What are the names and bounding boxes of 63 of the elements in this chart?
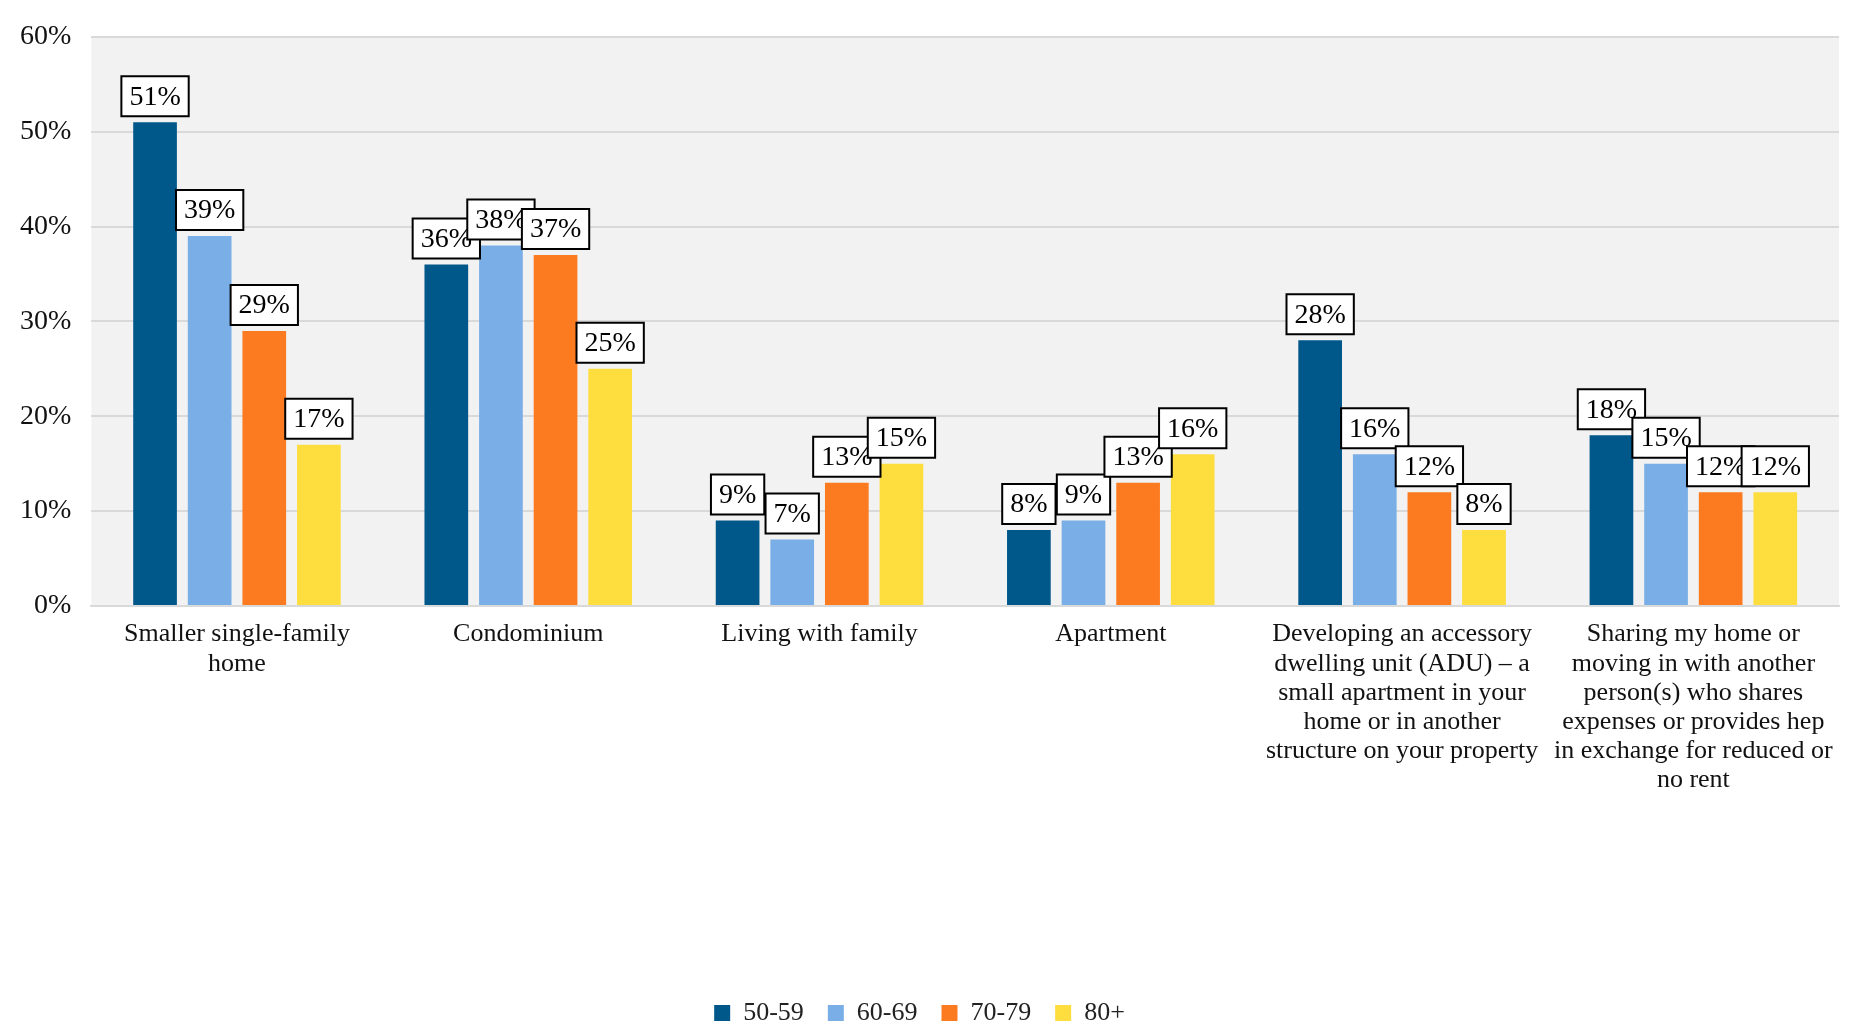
- data-label: 16%: [1349, 411, 1401, 443]
- data-label: 9%: [718, 477, 757, 509]
- x-tick-label: Smaller single-family home: [123, 618, 350, 677]
- bar: [297, 444, 341, 605]
- bar: [187, 236, 232, 605]
- y-tick-label: 50%: [20, 114, 72, 146]
- data-label: 15%: [875, 421, 928, 453]
- bar: [770, 539, 815, 605]
- data-label: 12%: [1403, 449, 1456, 481]
- x-tick-label: Developing an accessory dwelling unit (ADU) – a small apartment in your home or in another structure on your property: [1265, 618, 1539, 764]
- legend-label: 80+: [1084, 996, 1125, 1026]
- legend-label: 50-59: [743, 996, 804, 1026]
- bar: [133, 122, 177, 605]
- data-label: 9%: [1064, 477, 1103, 509]
- bar: [1407, 492, 1452, 605]
- data-label: 17%: [293, 402, 345, 434]
- data-label: 13%: [1112, 440, 1164, 472]
- y-tick-label: 40%: [20, 208, 72, 240]
- x-tick-label: Living with family: [721, 618, 918, 648]
- legend-label: 70-79: [970, 996, 1032, 1026]
- bar: [1298, 340, 1343, 605]
- bar: [479, 245, 523, 605]
- bar: [1644, 463, 1688, 605]
- bar: [879, 463, 924, 605]
- y-tick-label: 30%: [20, 303, 72, 335]
- bar: [1007, 530, 1051, 605]
- data-label: 51%: [129, 79, 181, 111]
- y-tick-label: 10%: [20, 493, 72, 525]
- bar: [1753, 492, 1798, 605]
- data-label: 18%: [1585, 392, 1638, 424]
- bar: [1698, 492, 1743, 605]
- legend-label: 60-69: [856, 996, 918, 1026]
- y-tick-label: 60%: [20, 19, 72, 51]
- bar: [1061, 520, 1106, 605]
- x-tick-label: Sharing my home or moving in with another person(s) who shares expenses or provides hep in exchange for reduced or no rent: [1554, 618, 1834, 793]
- bar: [242, 330, 287, 605]
- y-tick-label: 20%: [20, 398, 72, 430]
- bar: [824, 482, 869, 605]
- bar: [588, 368, 633, 605]
- bar: [1352, 454, 1397, 605]
- bar: [1170, 454, 1215, 605]
- bar: [1589, 435, 1634, 605]
- data-label: 13%: [821, 440, 873, 472]
- data-label: 36%: [420, 221, 472, 253]
- data-label: 15%: [1640, 421, 1692, 453]
- data-label: 28%: [1294, 297, 1346, 329]
- data-label: 8%: [1010, 487, 1048, 519]
- x-tick-label: Condominium: [453, 618, 604, 648]
- bar: [424, 264, 469, 605]
- bar: [1116, 482, 1160, 605]
- bar: [715, 520, 760, 605]
- y-tick-label: 0%: [34, 588, 72, 620]
- data-label: 12%: [1749, 449, 1801, 481]
- data-label: 37%: [529, 212, 582, 244]
- data-label: 25%: [584, 326, 636, 358]
- data-label: 8%: [1465, 487, 1503, 519]
- data-label: 16%: [1167, 411, 1219, 443]
- data-label: 39%: [183, 193, 236, 225]
- x-tick-label: Apartment: [1055, 618, 1168, 648]
- data-label: 7%: [773, 496, 811, 528]
- bar: [1462, 530, 1506, 605]
- data-label: 29%: [238, 288, 290, 320]
- bar: [533, 254, 578, 605]
